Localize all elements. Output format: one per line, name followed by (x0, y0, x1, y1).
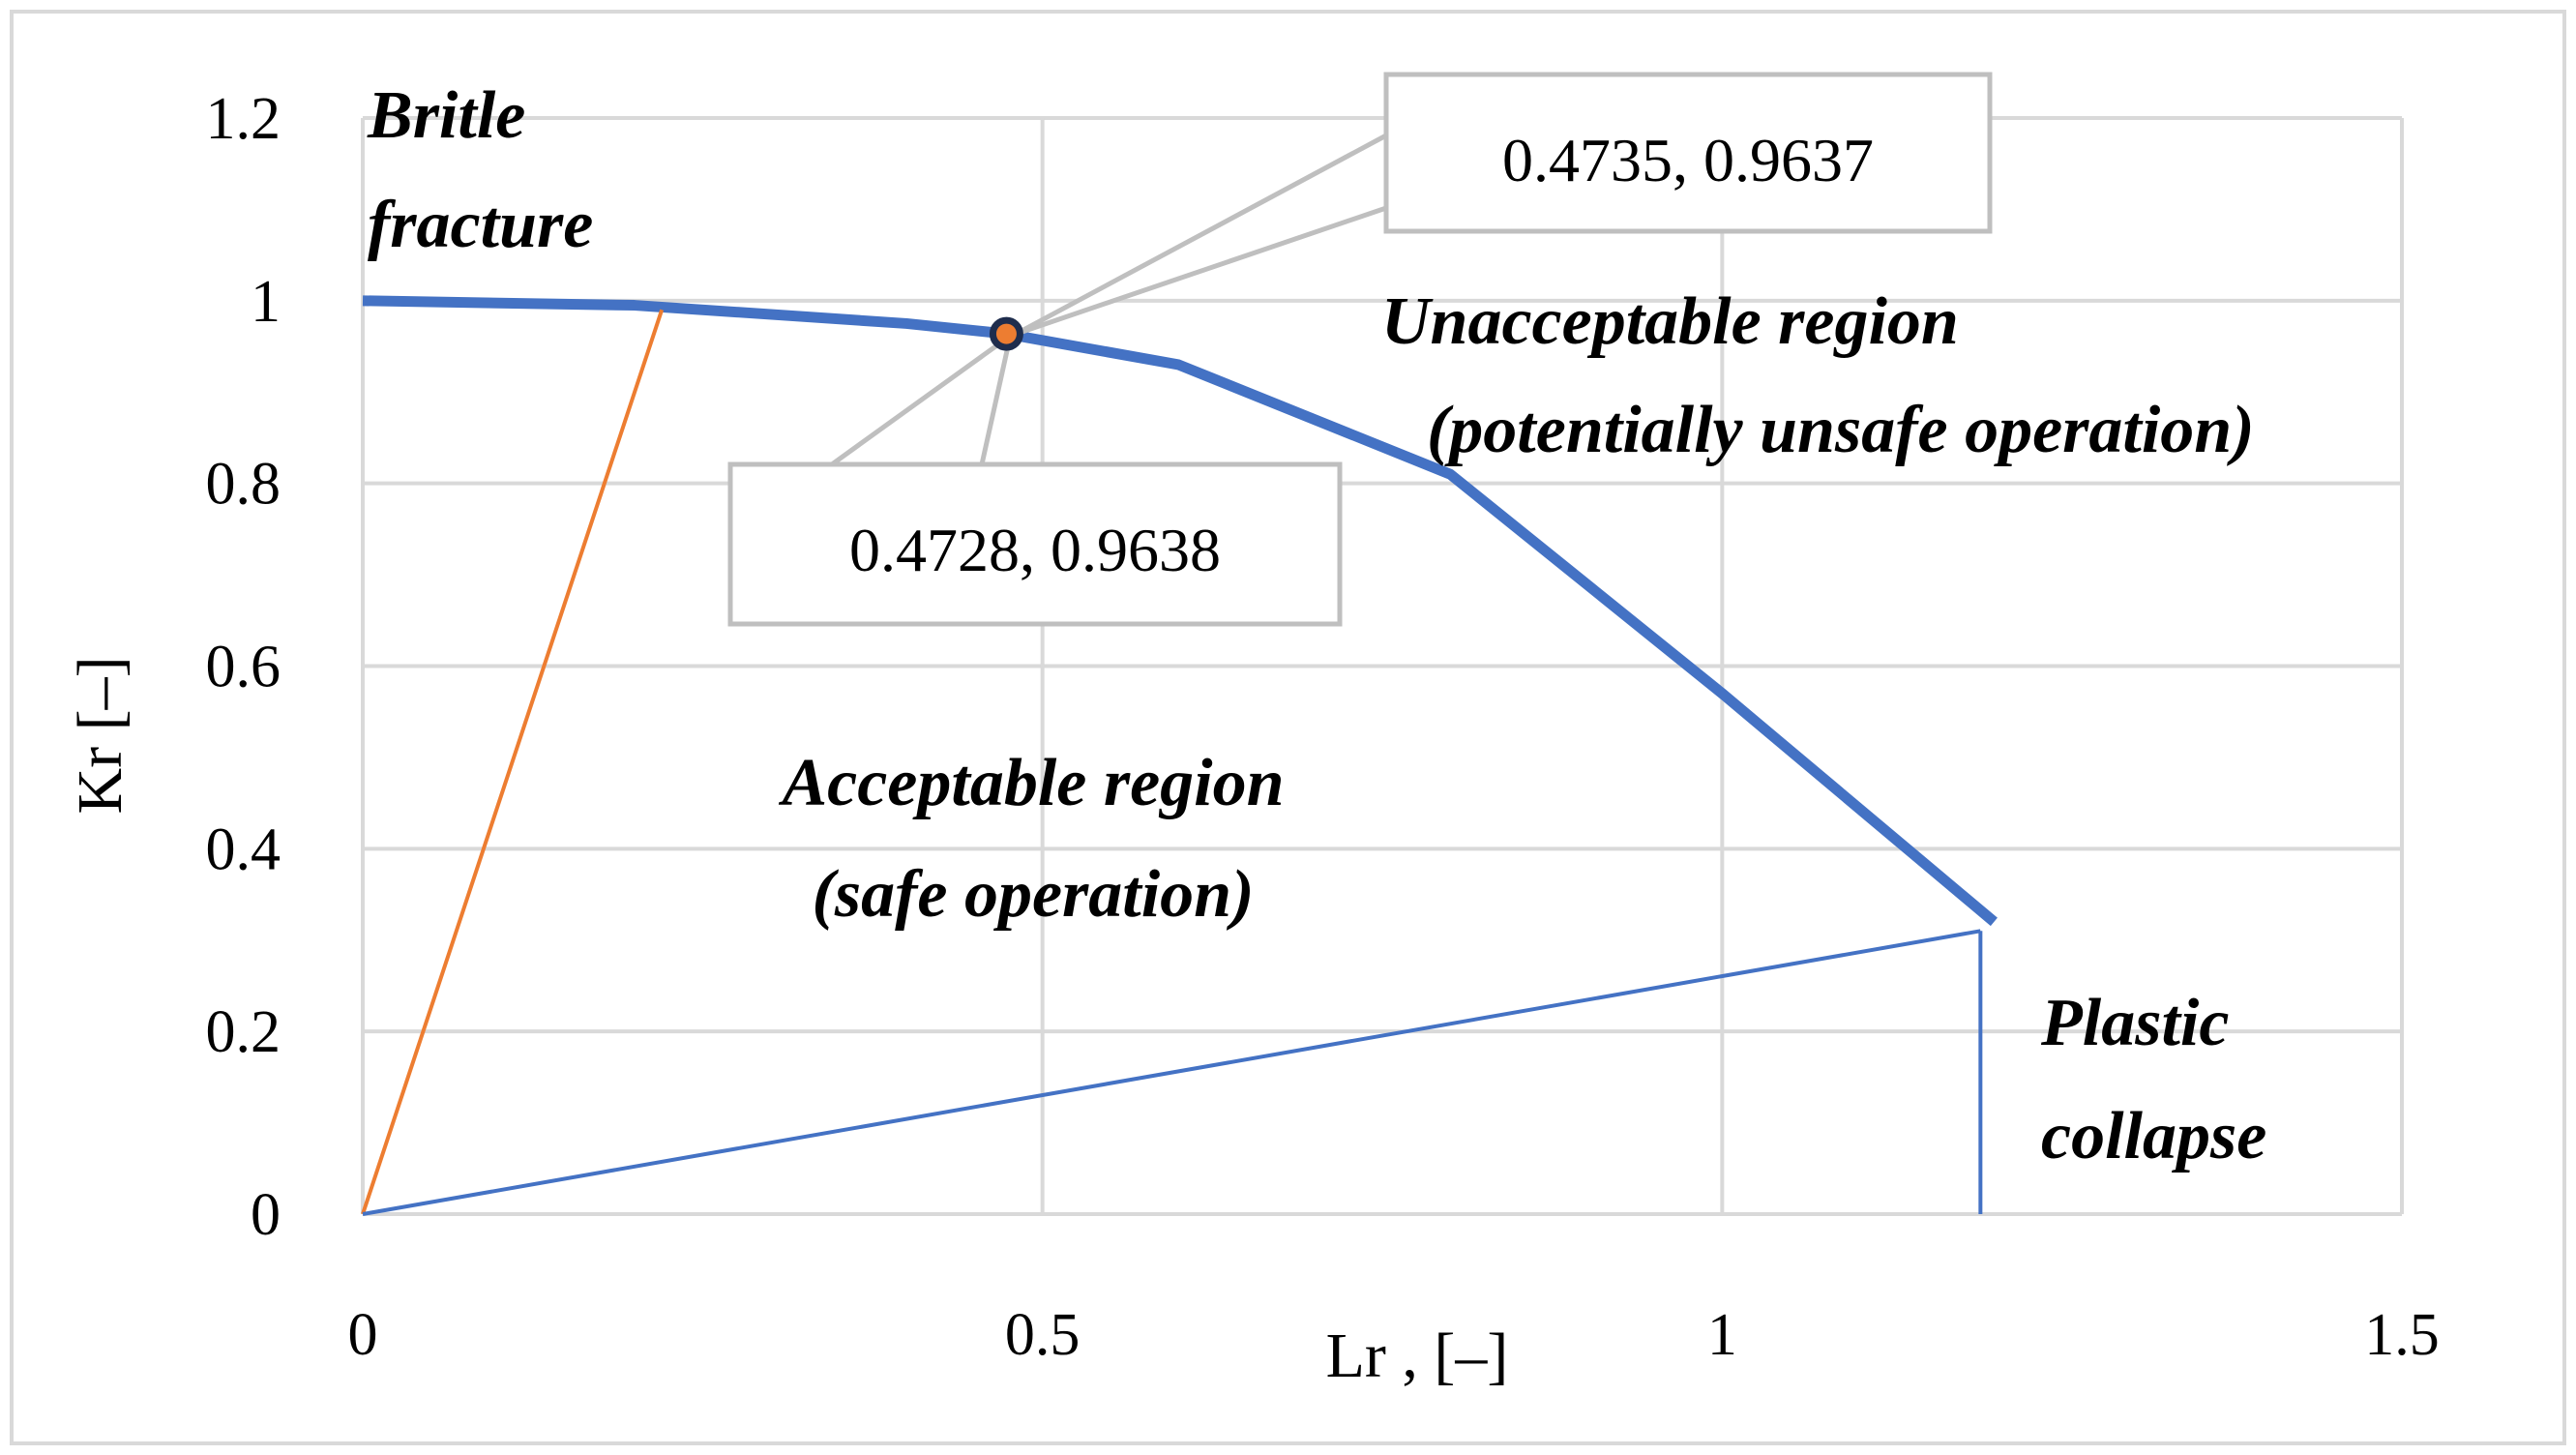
callout-label-upper: 0.4735, 0.9637 (1502, 126, 1874, 194)
y-tick-label: 0.8 (206, 452, 281, 518)
annotations: Britle fracture Unacceptable region (pot… (367, 78, 2266, 1173)
failure-assessment-curve-line (362, 295, 1998, 927)
series-layer (361, 295, 1998, 1216)
callout-box-lower (727, 461, 1343, 627)
brittle-fracture-line-line (361, 309, 665, 1215)
y-tick-label: 1 (251, 269, 281, 335)
y-axis-title: Kr [–] (65, 656, 135, 814)
x-tick-label: 0 (348, 1302, 378, 1368)
x-axis-tick-labels: 0 0.5 1 1.5 (348, 1302, 2440, 1368)
annotation-unacceptable-line1: Unacceptable region (1381, 284, 1959, 359)
annotation-acceptable-line1: Acceptable region (778, 746, 1284, 820)
annotation-brittle-line1: Britle (367, 78, 525, 153)
y-tick-label: 1.2 (206, 86, 281, 152)
annotation-plastic-line2: collapse (2041, 1099, 2266, 1173)
annotation-unacceptable-line2: (potentially unsafe operation) (1427, 393, 2255, 467)
y-tick-label: 0.2 (206, 999, 281, 1065)
callout-layer: 0.4735, 0.9637 0.4728, 0.9638 (727, 72, 1993, 627)
chart-border (10, 10, 2566, 1445)
x-tick-label: 1 (1707, 1302, 1737, 1368)
y-axis-tick-labels: 0 0.2 0.4 0.6 0.8 1 1.2 (206, 86, 281, 1248)
x-tick-label: 1.5 (2364, 1302, 2440, 1368)
callout-box-upper (1383, 72, 1993, 234)
annotation-plastic-line1: Plastic (2040, 986, 2229, 1060)
annotation-brittle-line2: fracture (368, 188, 593, 262)
x-tick-label: 0.5 (1005, 1302, 1081, 1368)
x-axis-title: Lr , [–] (1326, 1321, 1509, 1391)
gridlines (361, 116, 2404, 1216)
y-tick-label: 0.6 (206, 635, 281, 700)
callout-label-lower: 0.4728, 0.9638 (849, 516, 1221, 584)
annotation-acceptable-line2: (safe operation) (813, 857, 1255, 932)
y-tick-label: 0 (251, 1182, 281, 1248)
y-tick-label: 0.4 (206, 817, 281, 882)
highlight-point-marker (989, 316, 1023, 351)
plastic-collapse-line-line (362, 929, 1981, 1216)
